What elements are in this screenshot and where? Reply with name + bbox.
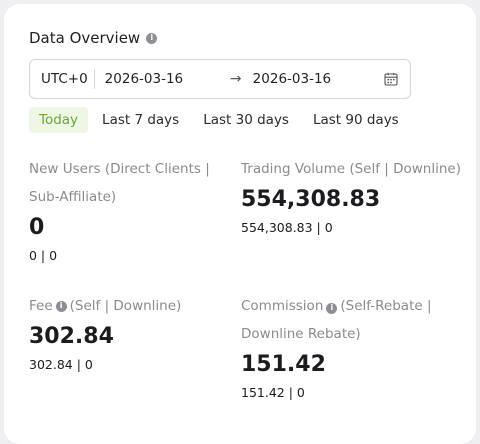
stat-sub-value: 554,308.83 | 0 — [241, 220, 333, 235]
stat-commission: Commission i (Self-Rebate | Downline Rebat… — [241, 292, 451, 402]
header: Data Overview i — [29, 28, 158, 48]
data-overview-card: Data Overview i UTC+0 2026-03-16 → 2026-… — [4, 4, 476, 444]
tab-today[interactable]: Today — [29, 107, 89, 133]
info-icon[interactable]: i — [55, 300, 67, 312]
stat-sub-value: 302.84 | 0 — [29, 357, 93, 372]
stat-label: Trading Volume (Self | Downline) — [241, 161, 461, 177]
tab-last-7-days[interactable]: Last 7 days — [102, 112, 180, 128]
end-date-input[interactable]: 2026-03-16 — [252, 71, 332, 87]
divider — [93, 69, 95, 89]
info-icon[interactable]: i — [326, 302, 338, 314]
stat-label-suffix: (Self-Rebate | Downline Rebate) — [241, 298, 432, 342]
tab-last-90-days[interactable]: Last 90 days — [312, 112, 399, 128]
stat-label-prefix: Commission — [241, 298, 324, 314]
stat-trading-volume: Trading Volume (Self | Downline) 554,308… — [241, 155, 466, 237]
tab-last-30-days[interactable]: Last 30 days — [203, 112, 289, 128]
start-date-input[interactable]: 2026-03-16 — [104, 71, 184, 87]
calendar-icon[interactable] — [384, 72, 398, 86]
stat-value: 151.42 — [241, 352, 326, 377]
stat-sub-value: 151.42 | 0 — [241, 385, 305, 400]
stat-label-suffix: (Self | Downline) — [69, 298, 182, 314]
stat-label-prefix: Fee — [29, 298, 53, 314]
date-range-picker[interactable]: UTC+0 2026-03-16 → 2026-03-16 — [29, 59, 411, 99]
info-icon[interactable]: i — [146, 32, 158, 44]
page-title: Data Overview — [29, 29, 141, 47]
stat-sub-value: 0 | 0 — [29, 248, 58, 263]
stat-label: Commission i (Self-Rebate | Downline Rebat… — [241, 292, 451, 348]
stat-value: 0 — [29, 215, 45, 240]
timezone-select[interactable]: UTC+0 — [41, 71, 88, 87]
stat-label: Fee i (Self | Downline) — [29, 292, 237, 320]
stat-new-users: New Users (Direct Clients | Sub-Affiliat… — [29, 155, 237, 265]
stat-label: New Users (Direct Clients | Sub-Affiliat… — [29, 161, 210, 205]
stat-value: 302.84 — [29, 324, 114, 349]
stat-value: 554,308.83 — [241, 187, 381, 212]
range-tabs: Today Last 7 days Last 30 days Last 90 d… — [29, 107, 413, 133]
stat-fee: Fee i (Self | Downline) 302.84 302.84 | … — [29, 292, 237, 374]
arrow-right-icon: → — [229, 71, 242, 87]
